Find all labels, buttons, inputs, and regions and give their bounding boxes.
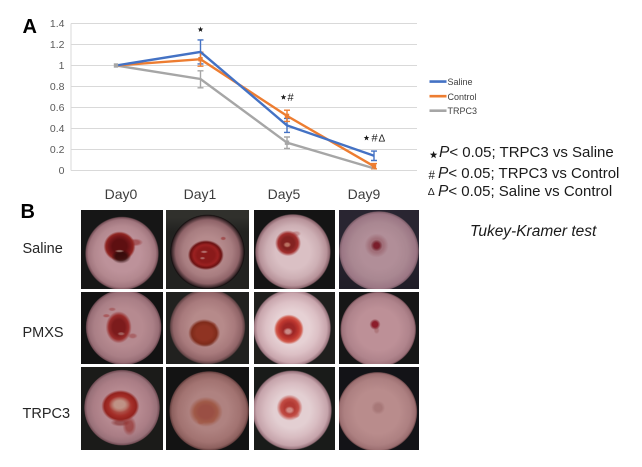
svg-text:#: # xyxy=(429,170,436,182)
svg-text:#: # xyxy=(372,133,379,145)
svg-text:Δ: Δ xyxy=(379,134,386,145)
svg-text:Δ: Δ xyxy=(428,186,435,198)
svg-text:#: # xyxy=(288,92,295,104)
